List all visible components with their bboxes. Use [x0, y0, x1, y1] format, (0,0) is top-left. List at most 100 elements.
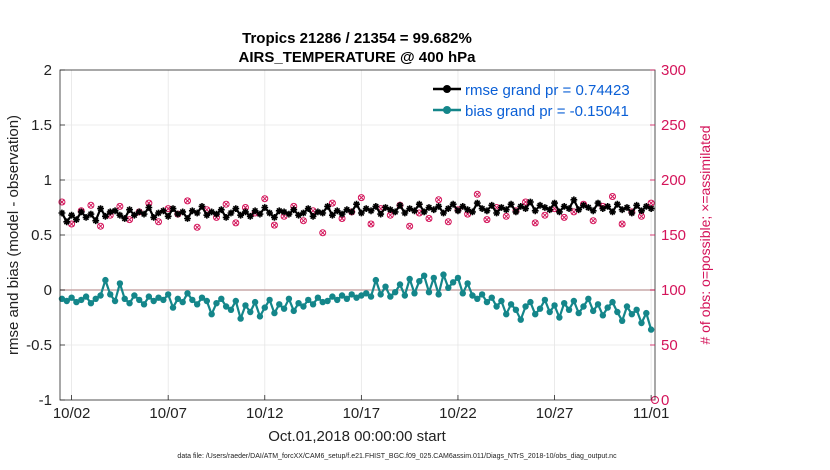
rmse-point: [406, 205, 414, 212]
bias-point: [131, 292, 138, 299]
rmse-point: [638, 207, 645, 215]
obs-assimilated-marker: [648, 200, 654, 206]
obs-possible-marker: [232, 219, 240, 227]
rmse-point: [449, 200, 457, 208]
bias-point: [184, 290, 191, 297]
obs-assimilated-marker: [223, 201, 229, 208]
x-tick-label: 10/12: [246, 405, 284, 422]
bias-point: [300, 303, 307, 310]
bias-point: [507, 301, 515, 308]
bias-point: [276, 301, 283, 308]
y-right-tick-label: 250: [661, 117, 686, 134]
obs-assimilated-marker: [97, 223, 104, 230]
rmse-point: [73, 216, 80, 223]
rmse-point: [609, 208, 616, 216]
bias-point: [541, 296, 549, 304]
rmse-point: [304, 205, 312, 212]
obs-assimilated-marker: [609, 193, 616, 200]
rmse-point: [642, 203, 650, 210]
rmse-point: [193, 209, 201, 217]
bias-point: [136, 296, 143, 304]
rmse-point: [599, 205, 607, 212]
obs-possible-marker: [367, 220, 375, 228]
rmse-point: [353, 200, 360, 208]
rmse-point: [546, 206, 554, 214]
bias-point: [203, 297, 211, 305]
y-axis-right-ticks: 0 50 100 150 200 250 300: [650, 62, 686, 409]
bias-point: [314, 294, 322, 301]
rmse-point: [333, 207, 341, 215]
rmse-point: [454, 207, 462, 215]
rmse-point: [613, 200, 621, 208]
bias-point: [174, 295, 182, 302]
bias-point: [237, 315, 244, 322]
rmse-point: [469, 208, 476, 216]
rmse-point: [324, 203, 331, 210]
obs-possible-marker: [502, 212, 510, 220]
bias-point: [580, 303, 587, 310]
rmse-point: [295, 211, 302, 219]
rmse-point: [473, 199, 481, 207]
bias-point: [261, 304, 268, 311]
rmse-point: [82, 214, 90, 221]
rmse-point: [512, 208, 520, 216]
bias-point: [121, 295, 128, 302]
rmse-point: [623, 204, 631, 211]
y-tick-label: -1: [39, 392, 52, 409]
obs-assimilated-marker: [368, 221, 374, 227]
y-tick-label: 2: [44, 62, 52, 79]
rmse-point: [604, 203, 612, 210]
bias-point: [638, 319, 645, 327]
rmse-point: [357, 209, 365, 217]
bias-point: [517, 316, 524, 323]
rmse-point: [551, 199, 558, 207]
rmse-point: [367, 207, 375, 215]
bias-point: [324, 297, 331, 305]
rmse-point: [87, 210, 95, 218]
rmse-point: [488, 201, 496, 209]
bias-point: [643, 309, 650, 317]
bias-point: [469, 292, 476, 299]
bias-point: [266, 296, 273, 304]
bias-point: [213, 300, 220, 307]
bias-point: [416, 278, 423, 285]
rmse-point: [68, 211, 75, 219]
obs-assimilated-marker: [261, 195, 268, 202]
rmse-point: [97, 205, 104, 212]
bias-point: [556, 314, 563, 321]
bias-point: [440, 271, 447, 278]
rmse-point: [522, 205, 529, 212]
rmse-point: [589, 207, 597, 215]
bias-point: [251, 298, 259, 306]
rmse-point: [242, 208, 249, 216]
rmse-point: [169, 205, 177, 212]
rmse-point: [222, 214, 230, 221]
obs-possible-marker: [319, 229, 327, 237]
rmse-point: [348, 208, 356, 216]
bias-point: [63, 297, 70, 305]
bias-point: [425, 289, 433, 296]
rmse-point: [343, 206, 351, 214]
bias-point: [435, 291, 442, 298]
rmse-point: [425, 204, 433, 211]
x-axis-ticks: 10/02 10/07 10/12 10/17 10/22 10/27 11/01: [53, 395, 669, 422]
rmse-point: [135, 208, 143, 216]
rmse-point: [531, 207, 539, 215]
bias-point: [160, 296, 167, 304]
bias-point: [575, 309, 582, 317]
bias-point: [329, 293, 336, 300]
obs-possible-marker: [483, 216, 491, 224]
bias-point: [589, 307, 597, 315]
bias-point: [498, 297, 505, 305]
bias-point: [594, 301, 602, 308]
bias-point: [193, 301, 201, 308]
obs-assimilated-marker: [426, 215, 432, 222]
bias-point: [387, 293, 394, 300]
legend: rmse grand pr = 0.74423 bias grand pr = …: [433, 82, 630, 120]
rmse-point: [159, 207, 167, 215]
rmse-point: [420, 208, 428, 216]
bias-point: [449, 279, 457, 286]
obs-possible-marker: [609, 193, 616, 200]
y-tick-label: 0.5: [31, 227, 52, 244]
bias-point: [150, 297, 157, 305]
